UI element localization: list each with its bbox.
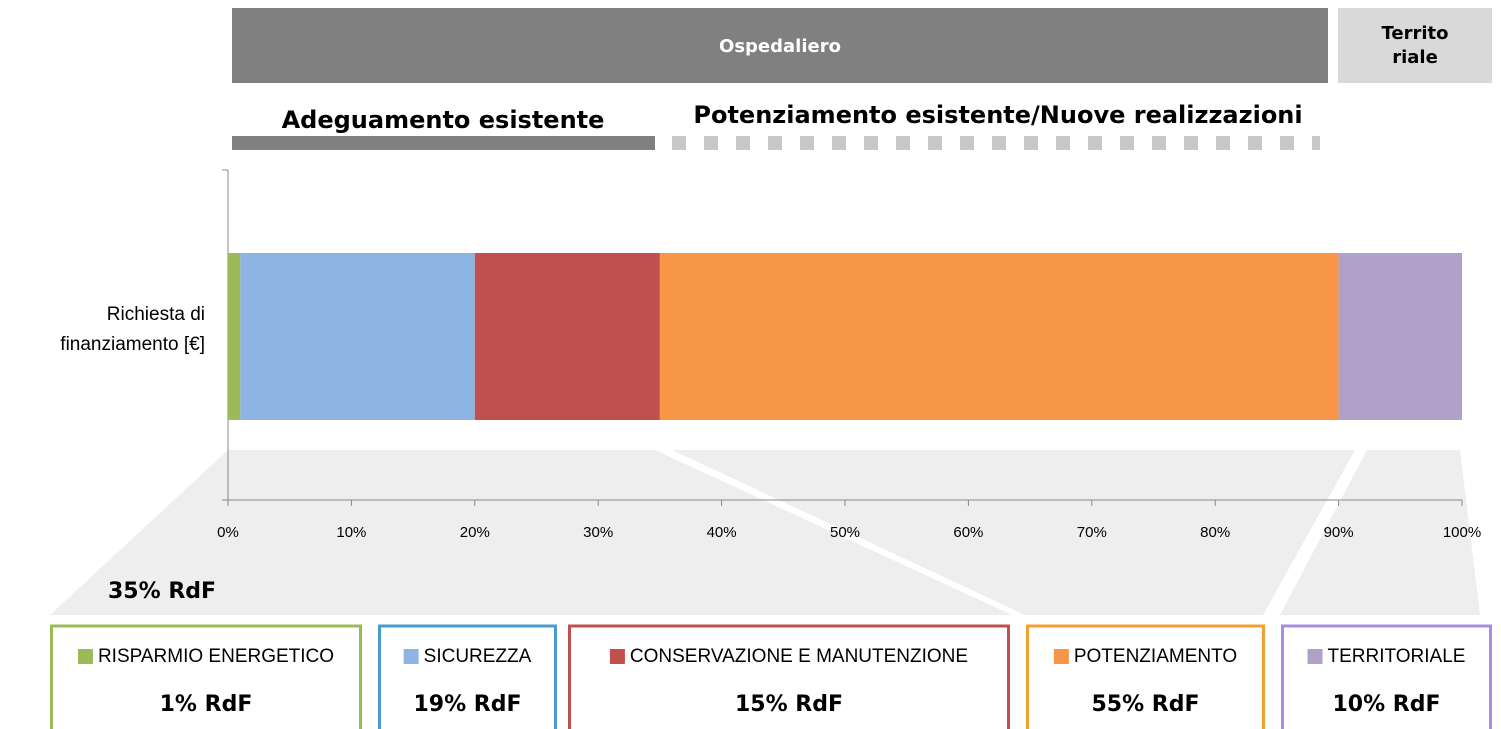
legend-swatch xyxy=(77,649,93,664)
header-band xyxy=(232,8,1328,83)
x-tick-label: 80% xyxy=(1200,524,1230,541)
bar-segment xyxy=(240,253,475,420)
value-label: 55% RdF xyxy=(1091,692,1199,717)
x-tick-label: 50% xyxy=(830,524,860,541)
zoom-area xyxy=(672,450,1355,615)
legend-swatch xyxy=(403,649,419,664)
legend-label: CONSERVAZIONE E MANUTENZIONE xyxy=(630,646,968,667)
solid-bracket xyxy=(232,136,655,150)
legend-label: RISPARMIO ENERGETICO xyxy=(98,646,334,667)
legend-box xyxy=(1026,624,1265,729)
bar-segment xyxy=(228,253,241,420)
category-label: Richiesta di finanziamento [€] xyxy=(60,304,205,355)
legend-box xyxy=(378,624,557,729)
legend-label: POTENZIAMENTO xyxy=(1074,646,1237,667)
x-tick-label: 0% xyxy=(217,524,239,541)
value-label: 1% RdF xyxy=(160,692,253,717)
legend-box xyxy=(568,624,1010,729)
legend-label: SICUREZZA xyxy=(424,646,532,667)
bar-segment xyxy=(474,253,660,420)
x-tick-label: 20% xyxy=(460,524,490,541)
header-label: Ospedaliero xyxy=(719,36,841,57)
legend-label: TERRITORIALE xyxy=(1328,646,1466,667)
value-label: 19% RdF xyxy=(413,692,521,717)
header-band xyxy=(1338,8,1492,83)
x-tick-label: 70% xyxy=(1077,524,1107,541)
legend-box xyxy=(50,624,362,729)
subheader: Adeguamento esistente xyxy=(282,106,605,134)
bar-segment xyxy=(659,253,1339,420)
zoom-area xyxy=(1280,450,1480,615)
annotation: 35% RdF xyxy=(108,579,216,604)
subheader: Potenziamento esistente/Nuove realizzazi… xyxy=(693,101,1302,129)
legend-swatch xyxy=(1307,649,1323,664)
x-tick-label: 10% xyxy=(336,524,366,541)
legend-box xyxy=(1281,624,1492,729)
header-label: Territo riale xyxy=(1381,22,1449,68)
x-tick-label: 100% xyxy=(1443,524,1481,541)
x-tick-label: 90% xyxy=(1324,524,1354,541)
value-label: 15% RdF xyxy=(735,692,843,717)
zoom-area xyxy=(50,450,1012,615)
x-tick-label: 30% xyxy=(583,524,613,541)
x-tick-label: 60% xyxy=(953,524,983,541)
header-label-box: Territo riale xyxy=(1338,8,1492,83)
legend-swatch xyxy=(609,649,625,664)
x-tick-label: 40% xyxy=(707,524,737,541)
legend-swatch xyxy=(1053,649,1069,664)
value-label: 10% RdF xyxy=(1332,692,1440,717)
bar-segment xyxy=(1338,253,1462,420)
